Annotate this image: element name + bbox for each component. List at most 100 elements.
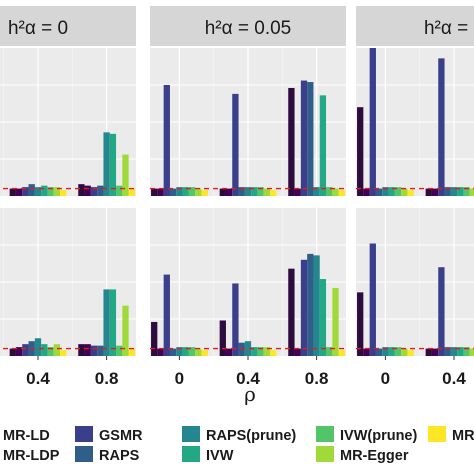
legend-item: IVW: [182, 446, 234, 464]
bar-raps: [307, 253, 314, 356]
facet-strip: h²α = 0.05: [150, 6, 346, 46]
x-axis-title: ρ: [244, 382, 256, 406]
bar-raps-prune-: [103, 289, 110, 356]
bar-mr-egger: [332, 287, 339, 356]
bar-mr-ld: [425, 348, 432, 356]
bar-raps: [169, 188, 177, 196]
panel: [150, 48, 346, 196]
bar-mr-ld: [219, 320, 226, 356]
legend-swatch: [182, 446, 200, 462]
bar-mr-egger: [263, 347, 271, 356]
bar-raps-prune-: [313, 255, 320, 356]
x-tick-label: 0.4: [442, 369, 466, 388]
bar-ivw-prune-: [188, 187, 196, 196]
legend-label: IVW(prune): [340, 428, 417, 444]
x-tick-label: 0.4: [26, 369, 50, 388]
bar-mr: [128, 188, 135, 196]
bar-ivw-prune-: [463, 187, 470, 196]
bar-gsmr: [438, 58, 445, 196]
legend-label: MR: [452, 428, 474, 444]
bar-gsmr: [163, 274, 170, 356]
bar-raps-prune-: [176, 187, 183, 196]
x-tick-label: 0: [381, 369, 390, 388]
bar-mr-egger: [195, 348, 202, 356]
bar-mr-ldp: [157, 188, 164, 196]
bar-raps-prune-: [382, 347, 389, 356]
x-tick-label: 0.8: [305, 369, 329, 388]
bar-ivw: [457, 187, 464, 196]
facet-strip-label: h²α = 0: [424, 18, 474, 39]
bar-gsmr: [22, 187, 29, 196]
bar-ivw-prune-: [394, 347, 402, 356]
bar-ivw: [319, 95, 327, 196]
bar-mr-ld: [78, 344, 85, 356]
bar-ivw-prune-: [326, 187, 333, 196]
panels-layer: [0, 48, 474, 356]
bar-ivw: [319, 279, 327, 356]
bar-raps-prune-: [382, 187, 389, 196]
bar-ivw-prune-: [257, 187, 264, 196]
legend-label: IVW: [206, 448, 234, 464]
bar-raps-prune-: [176, 347, 183, 356]
legend-item: MR-Egger: [316, 446, 409, 464]
bar-gsmr: [163, 85, 170, 196]
bar-mr-ldp: [225, 348, 233, 356]
bar-mr-egger: [469, 348, 474, 356]
legend-item: GSMR: [75, 426, 143, 444]
bar-mr: [338, 190, 345, 196]
bar-raps: [444, 187, 451, 196]
bar-raps: [97, 345, 104, 356]
bar-raps: [97, 185, 104, 196]
legend-label: MR-LD: [3, 428, 50, 444]
legend: MR-LD MR-LDP GSMR RAPS RAPS(prune) IVW IVW(pru…: [3, 426, 474, 464]
bar-mr-ldp: [225, 188, 233, 196]
bar-ivw: [388, 347, 395, 356]
bar-mr-ldp: [84, 185, 91, 196]
bar-ivw: [251, 187, 258, 196]
bar-mr-ld: [151, 321, 158, 356]
bar-mr: [201, 190, 208, 196]
bar-gsmr: [300, 80, 308, 196]
x-tick-label: 0: [175, 369, 184, 388]
legend-label: RAPS(prune): [206, 428, 296, 444]
bar-raps-prune-: [34, 338, 42, 356]
bar-raps: [444, 347, 451, 356]
bar-mr: [270, 350, 277, 356]
bar-mr-ldp: [363, 188, 370, 196]
bar-gsmr: [300, 259, 308, 356]
legend-item: MR-LD: [3, 428, 50, 444]
bar-mr-ldp: [363, 348, 370, 356]
bar-mr: [407, 350, 414, 356]
bar-ivw: [251, 347, 258, 356]
bar-gsmr: [438, 267, 445, 356]
legend-label: MR-Egger: [340, 448, 409, 464]
bar-gsmr: [232, 93, 239, 196]
bar-raps-prune-: [450, 187, 458, 196]
bar-mr-egger: [401, 188, 408, 196]
bar-raps: [375, 188, 383, 196]
bar-mr-egger: [53, 187, 61, 196]
bar-mr-egger: [401, 348, 408, 356]
strip-background: [356, 6, 474, 46]
bar-raps-prune-: [450, 347, 458, 356]
bar-raps-prune-: [244, 341, 252, 356]
bar-ivw-prune-: [257, 347, 264, 356]
bar-ivw: [109, 133, 117, 196]
bar-mr-ldp: [294, 188, 301, 196]
facet-strip-label: h²α = 0: [8, 18, 68, 39]
bar-mr-ld: [288, 268, 295, 356]
bar-mr-egger: [195, 188, 202, 196]
bar-mr-ld: [357, 107, 364, 196]
bar-mr-ld: [425, 188, 432, 196]
bar-mr-egger: [122, 305, 129, 356]
bar-mr-egger: [469, 188, 474, 196]
bar-raps: [28, 184, 35, 196]
legend-item: MR: [428, 426, 474, 444]
bar-ivw: [182, 187, 189, 196]
legend-swatch: [316, 426, 334, 442]
bar-mr-egger: [263, 188, 271, 196]
bar-ivw-prune-: [188, 347, 196, 356]
bar-mr-ldp: [294, 348, 301, 356]
facet-strips: h²α = 0 h²α = 0.05 h²α = 0: [0, 6, 474, 46]
